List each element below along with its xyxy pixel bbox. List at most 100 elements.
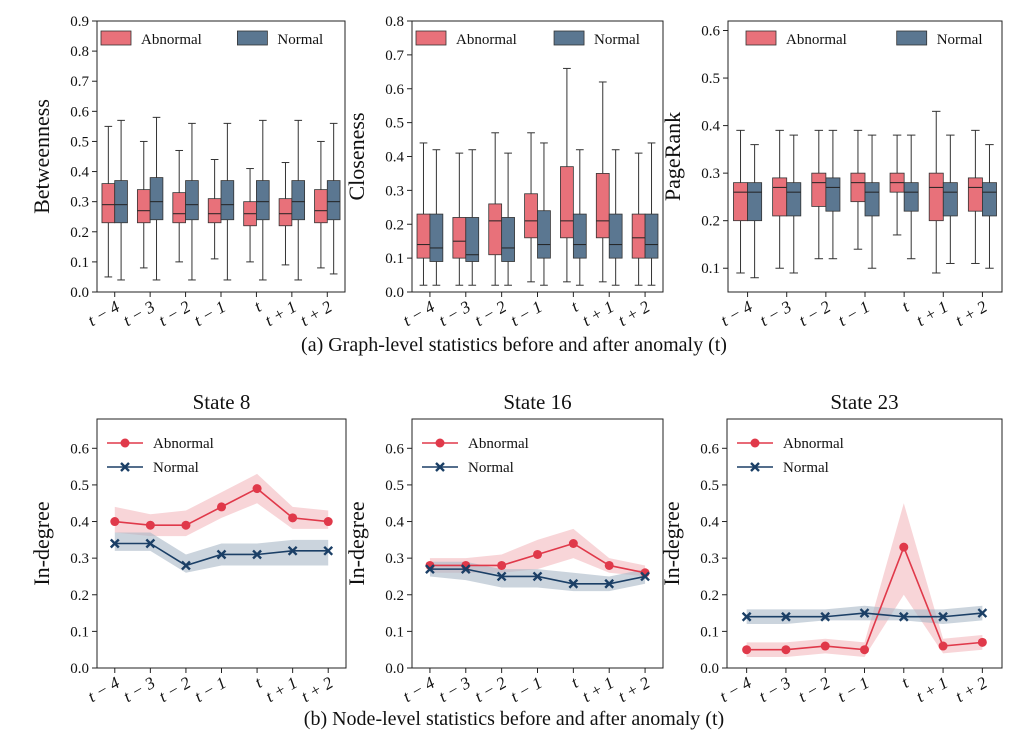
x-tick-label: t − 2 [156,673,195,706]
box-iqr [207,198,222,224]
chart-panel-4: 0.0 0.1 0.2 0.3 0.4 0.5 0.6 In-degree t − 4t − 3… [29,390,347,706]
point-normal [741,611,752,622]
y-tick-label: 0.8 [70,44,89,60]
point-abnormal [533,549,542,559]
y-tick-label: 0.1 [701,261,720,277]
x-tick-label: t − 3 [756,673,794,706]
point-abnormal [899,542,909,552]
x-tick-label: t − 2 [796,297,835,330]
point-normal [781,611,791,622]
y-tick-label: 0.4 [70,165,89,181]
point-abnormal [288,513,298,523]
box-iqr [747,182,763,222]
x-tick-label: t − 4 [85,673,124,706]
box-abnormal-4 [524,132,538,283]
box-abnormal-5 [889,134,905,236]
box-normal-1 [429,149,444,286]
legend-label-normal: Normal [153,460,199,476]
y-tick-label: 0.1 [385,251,404,267]
box-normal-5 [572,149,587,286]
point-normal [859,608,870,618]
box-normal-2 [149,116,164,281]
point-normal [640,571,650,582]
y-tick-label: 0.3 [385,551,404,567]
box-normal-3 [825,129,841,260]
y-tick-label: 0.1 [70,255,89,271]
box-normal-3 [185,122,199,281]
y-tick-label: 0.7 [385,48,404,64]
box-iqr [416,213,431,259]
box-abnormal-3 [811,129,827,260]
box-normal-7 [982,144,997,269]
legend-label-abnormal: Abnormal [141,32,202,48]
point-abnormal [497,560,507,570]
box-abnormal-3 [172,149,186,263]
point-normal [323,545,334,556]
legend-swatch-abnormal [100,30,132,46]
x-tick-label: t − 1 [507,673,545,706]
y-tick-label: 0.4 [385,515,404,531]
box-normal-2 [786,134,802,274]
box-normal-5 [256,119,270,281]
point-normal [181,560,191,571]
box-normal-5 [903,134,919,260]
y-axis-label: PageRank [660,112,685,201]
y-tick-label: 0.4 [701,119,720,135]
y-tick-label: 0.2 [700,588,719,604]
box-abnormal-1 [733,129,748,274]
box-iqr [537,210,551,259]
box-iqr [572,213,587,259]
y-axis-label: In-degree [659,501,684,585]
y-tick-label: 0.6 [70,441,89,457]
legend: Abnormal Normal [422,436,529,476]
y-tick-label: 0.4 [385,150,404,166]
box-abnormal-1 [416,142,431,286]
chart-panel-2: 0.0 0.1 0.2 0.3 0.4 0.5 0.6 0.7 0.8 Closeness t − … [344,14,664,330]
y-tick-label: 0.3 [70,551,89,567]
y-tick-label: 0.4 [70,515,89,531]
box-normal-6 [291,119,306,281]
box-iqr [314,189,328,224]
y-tick-label: 0.7 [70,74,89,90]
box-iqr [136,189,151,224]
point-normal [898,611,909,622]
box-abnormal-2 [136,140,151,269]
point-abnormal [860,645,869,655]
y-tick-label: 0.5 [70,478,89,494]
confidence-band-normal [746,605,983,625]
chart-panel-5: 0.0 0.1 0.2 0.3 0.4 0.5 0.6 In-degree t − 4t − 3… [344,390,664,706]
y-tick-label: 0.0 [70,661,89,677]
point-normal [496,571,507,582]
x-tick-label: t − 2 [471,297,510,330]
point-abnormal [110,517,120,527]
x-tick-label: t − 1 [191,297,229,330]
legend-marker-abnormal [435,438,445,448]
y-tick-label: 0.2 [385,588,404,604]
y-axis-label: In-degree [29,501,54,585]
box-iqr [172,192,186,224]
x-tick-label: t − 3 [120,673,158,706]
box-iqr [864,182,880,217]
point-abnormal [742,645,752,655]
box-normal-7 [326,122,341,275]
confidence-band-normal [114,532,329,573]
x-tick-label: t + 2 [952,297,991,330]
box-iqr [942,182,958,217]
box-abnormal-2 [452,152,467,286]
y-tick-label: 0.0 [700,661,719,677]
box-normal-4 [864,134,880,269]
legend-label-normal: Normal [937,32,983,48]
legend-swatch-normal [896,30,928,46]
y-tick-label: 0.6 [385,441,404,457]
x-tick-label: t − 3 [756,297,794,330]
point-normal [287,545,298,556]
point-abnormal [323,517,333,527]
box-iqr [631,213,646,259]
box-iqr [278,198,293,227]
x-tick-label: t − 4 [84,297,123,330]
point-abnormal [568,539,578,548]
x-tick-label: t [899,296,914,315]
plot-frame [727,20,1003,293]
